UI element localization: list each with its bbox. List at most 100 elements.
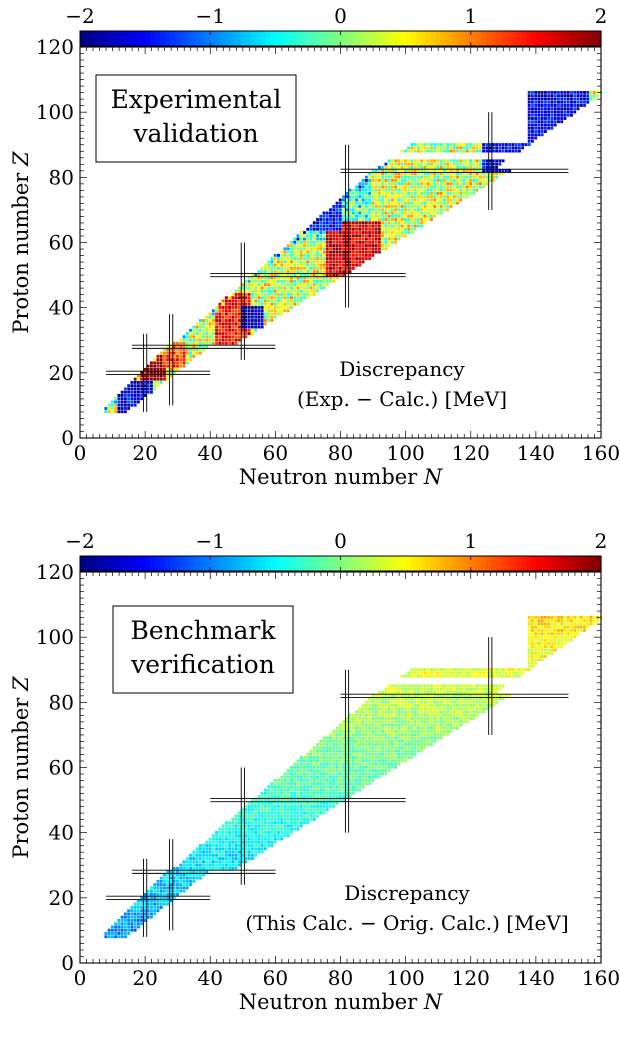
nuclide-point: [163, 374, 166, 377]
nuclide-point: [251, 831, 254, 834]
nuclide-point: [401, 688, 404, 691]
nuclide-point: [368, 199, 371, 202]
nuclide-point: [365, 205, 368, 208]
nuclide-point: [222, 335, 225, 338]
nuclide-point: [342, 750, 345, 753]
nuclide-point: [339, 228, 342, 231]
nuclide-point: [287, 789, 290, 792]
nuclide-point: [368, 192, 371, 195]
nuclide-point: [443, 717, 446, 720]
nuclide-point: [150, 378, 153, 381]
nuclide-point: [336, 746, 339, 749]
nuclide-point: [261, 316, 264, 319]
nuclide-point: [355, 264, 358, 267]
nuclide-point: [244, 303, 247, 306]
nuclide-point: [313, 815, 316, 818]
nuclide-point: [456, 717, 459, 720]
nuclide-point: [538, 133, 541, 136]
nuclide-point: [362, 782, 365, 785]
nuclide-point: [277, 280, 280, 283]
nuclide-point: [404, 202, 407, 205]
nuclide-point: [284, 283, 287, 286]
nuclide-point: [225, 857, 228, 860]
nuclide-point: [284, 303, 287, 306]
nuclide-point: [270, 828, 273, 831]
nuclide-point: [362, 192, 365, 195]
nuclide-point: [274, 828, 277, 831]
nuclide-point: [414, 704, 417, 707]
nuclide-point: [297, 290, 300, 293]
nuclide-point: [365, 199, 368, 202]
nuclide-point: [388, 740, 391, 743]
nuclide-point: [417, 212, 420, 215]
colorbar-segment: [325, 31, 331, 46]
nuclide-point: [290, 251, 293, 254]
nuclide-point: [378, 691, 381, 694]
nuclide-point: [394, 205, 397, 208]
nuclide-point: [137, 906, 140, 909]
nuclide-point: [130, 922, 133, 925]
nuclide-point: [231, 296, 234, 299]
nuclide-point: [355, 215, 358, 218]
nuclide-point: [485, 691, 488, 694]
nuclide-point: [215, 847, 218, 850]
nuclide-point: [199, 864, 202, 867]
nuclide-point: [336, 763, 339, 766]
colorbar-segment: [546, 31, 552, 46]
nuclide-point: [254, 818, 257, 821]
nuclide-point: [404, 701, 407, 704]
nuclide-point: [313, 260, 316, 263]
nuclide-point: [430, 189, 433, 192]
nuclide-point: [371, 720, 374, 723]
nuclide-point: [267, 293, 270, 296]
colorbar-tick-label: 0: [334, 4, 347, 28]
nuclide-point: [411, 697, 414, 700]
nuclide-point: [244, 834, 247, 837]
nuclide-point: [277, 296, 280, 299]
nuclide-point: [150, 381, 153, 384]
nuclide-point: [365, 782, 368, 785]
nuclide-point: [378, 238, 381, 241]
nuclide-point: [437, 724, 440, 727]
nuclide-point: [417, 195, 420, 198]
nuclide-point: [547, 104, 550, 107]
nuclide-point: [466, 189, 469, 192]
nuclide-point: [355, 730, 358, 733]
nuclide-point: [251, 322, 254, 325]
nuclide-point: [316, 808, 319, 811]
nuclide-point: [472, 701, 475, 704]
nuclide-point: [121, 391, 124, 394]
nuclide-point: [339, 759, 342, 762]
nuclide-point: [323, 750, 326, 753]
nuclide-point: [459, 724, 462, 727]
nuclide-point: [397, 176, 400, 179]
nuclide-point: [437, 202, 440, 205]
nuclide-point: [564, 104, 567, 107]
nuclide-point: [495, 688, 498, 691]
nuclide-point: [362, 254, 365, 257]
nuclide-point: [358, 257, 361, 260]
nuclide-point: [218, 857, 221, 860]
nuclide-point: [381, 218, 384, 221]
nuclide-point: [388, 179, 391, 182]
nuclide-point: [388, 212, 391, 215]
nuclide-point: [437, 727, 440, 730]
nuclide-point: [388, 234, 391, 237]
nuclide-point: [186, 339, 189, 342]
nuclide-point: [300, 769, 303, 772]
nuclide-point: [342, 221, 345, 224]
nuclide-point: [150, 903, 153, 906]
nuclide-point: [313, 241, 316, 244]
nuclide-point: [492, 143, 495, 146]
nuclide-point: [189, 339, 192, 342]
colorbar-segment: [110, 556, 116, 571]
nuclide-point: [450, 707, 453, 710]
nuclide-point: [391, 218, 394, 221]
nuclide-point: [401, 205, 404, 208]
nuclide-point: [342, 759, 345, 762]
nuclide-point: [179, 890, 182, 893]
nuclide-point: [274, 309, 277, 312]
nuclide-point: [352, 769, 355, 772]
nuclide-point: [251, 300, 254, 303]
nuclide-point: [528, 117, 531, 120]
